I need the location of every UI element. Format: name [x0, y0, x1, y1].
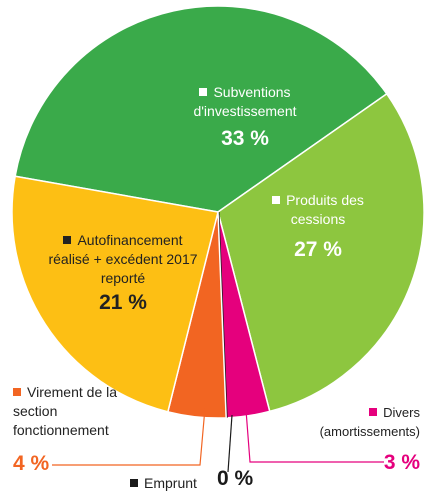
value-label: 33 % — [221, 127, 269, 150]
leader-line — [245, 409, 384, 463]
legend-square — [369, 408, 378, 416]
category-label: Emprunt — [144, 475, 197, 491]
value-label: 27 % — [294, 238, 342, 261]
leader-line — [52, 407, 206, 466]
legend-square — [13, 388, 21, 396]
slice-label: Virement de la section fonctionnement — [13, 383, 143, 440]
category-label: Virement de la section fonctionnement — [13, 384, 118, 438]
slice-label: Produits des cessions — [268, 191, 368, 229]
leader-line — [227, 414, 233, 473]
category-label: Autofinancement réalisé + excédent 2017 … — [48, 232, 198, 286]
slice-label: Subventions d'investissement — [185, 83, 305, 121]
value-label: 0 % — [217, 467, 254, 490]
category-label: Divers (amortissements) — [319, 405, 420, 439]
value-label: 3 % — [383, 451, 420, 474]
slice — [14, 5, 388, 213]
category-label: Produits des cessions — [286, 192, 364, 227]
slice-label: Autofinancement réalisé + excédent 2017 … — [48, 231, 198, 288]
slice-label: Emprunt — [130, 474, 210, 493]
value-label: 4 % — [13, 452, 50, 475]
legend-square — [130, 479, 138, 487]
slice-label: Divers (amortissements) — [310, 403, 420, 441]
category-label: Subventions d'investissement — [193, 84, 297, 119]
legend-square — [63, 236, 72, 244]
slice — [217, 92, 425, 413]
slice — [11, 175, 219, 413]
value-label: 21 % — [99, 291, 147, 314]
legend-square — [272, 196, 281, 204]
legend-square — [199, 88, 208, 96]
